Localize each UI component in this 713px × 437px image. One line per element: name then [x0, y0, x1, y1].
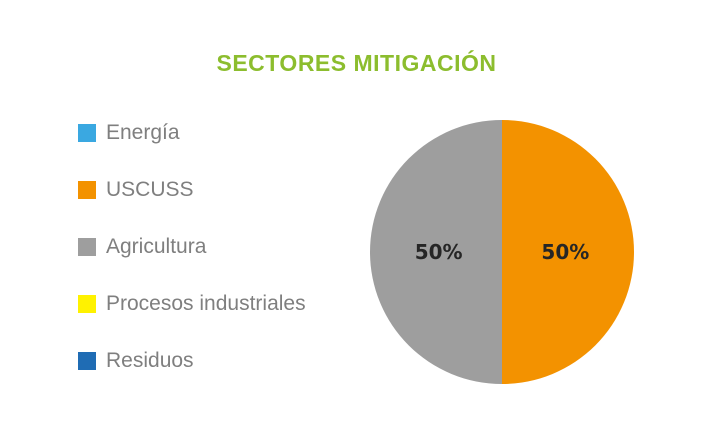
legend-swatch — [78, 124, 96, 142]
pie-slice-agricultura — [370, 120, 502, 384]
pie-slice-uscuss — [502, 120, 634, 384]
legend-item: USCUSS — [78, 175, 306, 232]
legend: Energía USCUSS Agricultura Procesos industr… — [78, 118, 306, 403]
legend-swatch — [78, 181, 96, 199]
legend-item: Energía — [78, 118, 306, 175]
legend-label: Residuos — [106, 349, 194, 372]
legend-swatch — [78, 295, 96, 313]
legend-item: Residuos — [78, 346, 306, 403]
legend-label: Energía — [106, 121, 180, 144]
pie-plot: 50% 50% — [370, 120, 634, 384]
legend-label: Agricultura — [106, 235, 207, 258]
data-label: 50% — [541, 240, 589, 264]
data-label: 50% — [415, 240, 463, 264]
legend-label: Procesos industriales — [106, 292, 306, 315]
legend-swatch — [78, 238, 96, 256]
legend-swatch — [78, 352, 96, 370]
chart-title: SECTORES MITIGACIÓN — [216, 50, 497, 76]
legend-item: Agricultura — [78, 232, 306, 289]
legend-item: Procesos industriales — [78, 289, 306, 346]
legend-label: USCUSS — [106, 178, 194, 201]
